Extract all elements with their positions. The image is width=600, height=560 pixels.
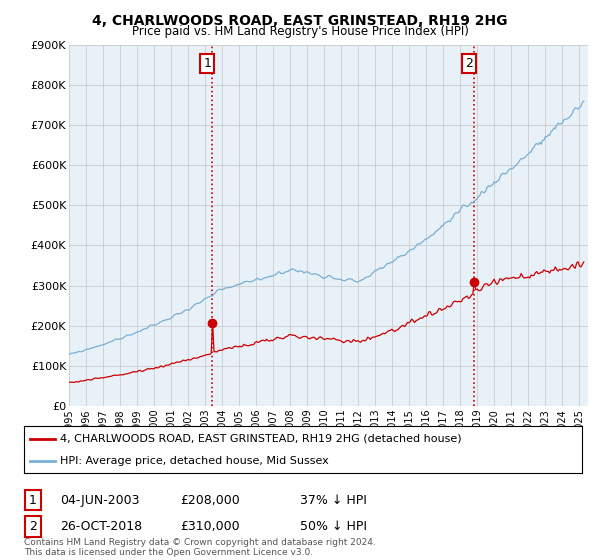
Text: 2: 2 xyxy=(465,57,473,70)
Text: 2: 2 xyxy=(29,520,37,533)
Text: Contains HM Land Registry data © Crown copyright and database right 2024.
This d: Contains HM Land Registry data © Crown c… xyxy=(24,538,376,557)
Text: 04-JUN-2003: 04-JUN-2003 xyxy=(60,493,139,507)
Text: 1: 1 xyxy=(29,493,37,507)
Text: £310,000: £310,000 xyxy=(180,520,239,533)
Text: 26-OCT-2018: 26-OCT-2018 xyxy=(60,520,142,533)
Text: 50% ↓ HPI: 50% ↓ HPI xyxy=(300,520,367,533)
Text: 37% ↓ HPI: 37% ↓ HPI xyxy=(300,493,367,507)
Text: HPI: Average price, detached house, Mid Sussex: HPI: Average price, detached house, Mid … xyxy=(60,456,329,466)
Text: 1: 1 xyxy=(203,57,211,70)
Text: 4, CHARLWOODS ROAD, EAST GRINSTEAD, RH19 2HG (detached house): 4, CHARLWOODS ROAD, EAST GRINSTEAD, RH19… xyxy=(60,434,462,444)
Text: 4, CHARLWOODS ROAD, EAST GRINSTEAD, RH19 2HG: 4, CHARLWOODS ROAD, EAST GRINSTEAD, RH19… xyxy=(92,14,508,28)
Text: £208,000: £208,000 xyxy=(180,493,240,507)
Text: Price paid vs. HM Land Registry's House Price Index (HPI): Price paid vs. HM Land Registry's House … xyxy=(131,25,469,38)
